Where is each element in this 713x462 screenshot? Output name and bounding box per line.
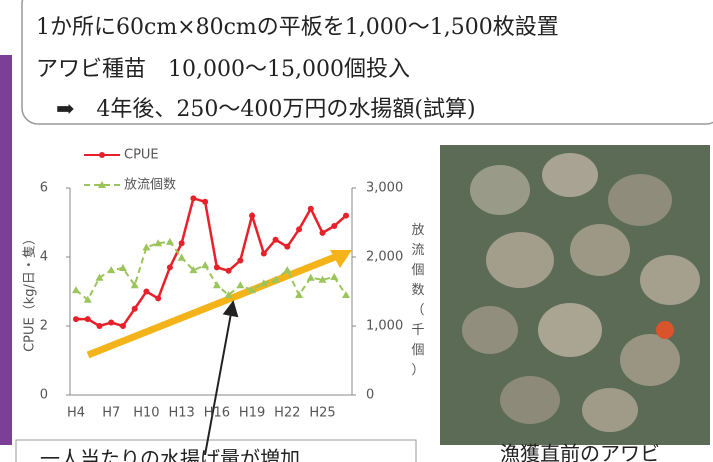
point — [283, 266, 291, 273]
point — [320, 230, 326, 236]
x-tick-label: H16 — [204, 406, 230, 421]
point — [214, 264, 220, 270]
legend: CPUE 放流個数 — [84, 148, 176, 193]
point — [166, 238, 174, 245]
header-line: アワビ種苗 10,000～15,000個投入 — [36, 57, 410, 82]
y2-tick-label: 2,000 — [366, 250, 403, 265]
point — [308, 206, 314, 212]
y2-tick-label: 3,000 — [366, 181, 403, 196]
y2-axis-title: 放流個数（千個） — [411, 223, 424, 378]
x-tick-label: H19 — [239, 406, 265, 421]
y-axis-title: CPUE（kg/日・隻） — [23, 232, 38, 352]
point — [107, 266, 115, 273]
point — [178, 254, 186, 261]
point — [249, 213, 255, 219]
pointer-arrow — [205, 308, 232, 455]
point — [143, 289, 149, 295]
point — [72, 286, 80, 293]
side-bar — [0, 55, 12, 445]
point — [261, 251, 267, 257]
x-tick-label: H10 — [133, 406, 159, 421]
y-tick-label: 6 — [40, 181, 48, 196]
header-line: 1か所に60cm×80cmの平板を1,000～1,500枚設置 — [36, 15, 559, 40]
legend-label: CPUE — [124, 148, 159, 163]
point — [132, 306, 138, 312]
header-line: ➡ 4年後、250～400万円の水揚額(試算) — [56, 97, 476, 122]
point — [331, 223, 337, 229]
point — [284, 244, 290, 250]
point — [296, 226, 302, 232]
y-tick-label: 4 — [40, 250, 48, 265]
point — [201, 261, 209, 268]
point — [120, 323, 126, 329]
point — [342, 291, 350, 298]
x-tick-label: H4 — [67, 406, 85, 421]
x-tick-label: H13 — [168, 406, 194, 421]
y2-tick-label: 1,000 — [366, 319, 403, 334]
point — [226, 268, 232, 274]
point — [202, 199, 208, 205]
point — [179, 240, 185, 246]
y-tick-label: 2 — [40, 319, 48, 334]
slide: 1か所に60cm×80cmの平板を1,000～1,500枚設置 アワビ種苗 10… — [0, 0, 713, 462]
point — [273, 237, 279, 243]
legend-marker — [99, 152, 105, 158]
point — [85, 316, 91, 322]
point — [295, 291, 303, 298]
point — [108, 320, 114, 326]
x-tick-label: H25 — [309, 406, 335, 421]
point — [155, 295, 161, 301]
point — [142, 243, 150, 250]
point — [167, 264, 173, 270]
point — [236, 281, 244, 288]
photo-caption: 漁獲直前のアワビ — [500, 442, 660, 462]
x-tick-label: H22 — [274, 406, 300, 421]
y-tick-label: 0 — [40, 388, 48, 403]
bottom-note: 一人当たりの水揚げ量が増加 — [40, 447, 300, 462]
point — [330, 273, 338, 280]
legend-label: 放流個数 — [124, 178, 176, 193]
point — [343, 213, 349, 219]
point — [96, 323, 102, 329]
y2-tick-label: 0 — [366, 388, 374, 403]
point — [307, 274, 315, 281]
point — [190, 195, 196, 201]
point — [213, 281, 221, 288]
photo — [440, 145, 710, 445]
point — [237, 257, 243, 263]
x-tick-label: H7 — [102, 406, 120, 421]
point — [73, 316, 79, 322]
